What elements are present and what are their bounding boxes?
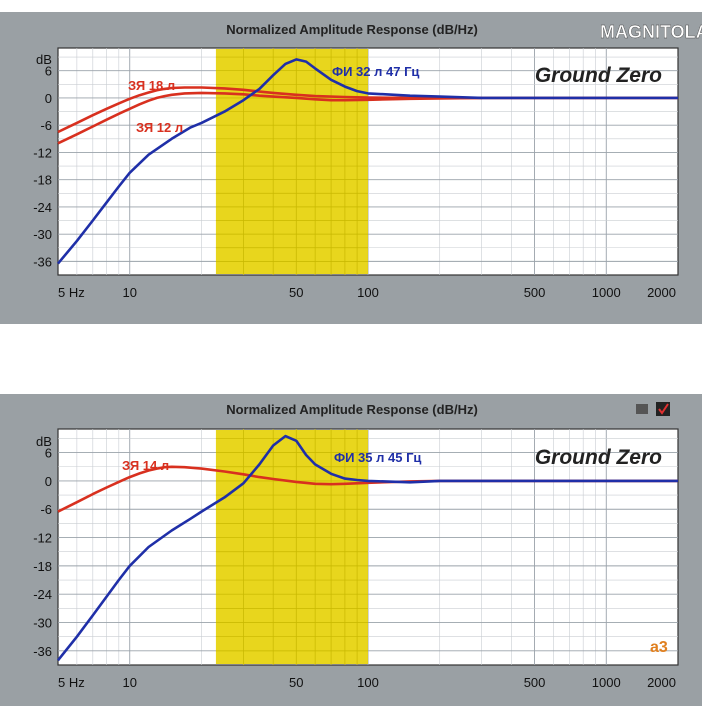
series-label-ported-35: ФИ 35 л 45 Гц (334, 450, 421, 465)
y-tick-label: -18 (33, 173, 52, 188)
series-line-2 (57, 58, 678, 265)
highlight-band (215, 48, 368, 275)
x-tick-label: 10 (122, 285, 136, 300)
x-tick-label: 100 (357, 675, 379, 690)
y-tick-label: 0 (45, 474, 52, 489)
y-unit-label: dB (36, 434, 52, 449)
y-tick-label: -36 (33, 644, 52, 659)
series-label-sealed-12: ЗЯ 12 л (136, 120, 183, 135)
y-axis: 6 0 -6 -12 -18 -24 -30 -36 (33, 446, 52, 659)
magazine-logo: MAGNITOLA (600, 22, 702, 42)
eye-icon (636, 404, 648, 414)
x-tick-label: 1000 (592, 285, 621, 300)
chart-panel-bottom: Normalized Amplitude Response (dB/Hz) 6 0… (0, 394, 702, 706)
y-tick-label: -30 (33, 616, 52, 631)
x-tick-label: 2000 (647, 675, 676, 690)
series-line-1 (56, 434, 678, 662)
y-unit-label: dB (36, 52, 52, 67)
y-tick-label: 0 (45, 91, 52, 106)
highlight-band-rect (215, 430, 368, 664)
y-tick-label: -24 (33, 200, 52, 215)
x-tick-label: 5 Hz (58, 675, 85, 690)
x-axis: 5 Hz 10 50 100 500 1000 2000 (58, 675, 676, 690)
y-tick-label: -30 (33, 227, 52, 242)
brand-label: Ground Zero (535, 446, 662, 469)
x-tick-label: 500 (524, 675, 546, 690)
y-tick-label: -18 (33, 559, 52, 574)
x-tick-label: 50 (289, 285, 303, 300)
series-group (57, 58, 678, 265)
y-tick-label: -12 (33, 145, 52, 160)
x-tick-label: 2000 (647, 285, 676, 300)
chart-title: Normalized Amplitude Response (dB/Hz) (226, 402, 478, 417)
y-axis: 6 0 -6 -12 -18 -24 -30 -36 (33, 64, 52, 270)
brand-label: Ground Zero (535, 64, 662, 87)
x-tick-label: 10 (122, 675, 136, 690)
x-tick-label: 500 (524, 285, 546, 300)
x-tick-label: 1000 (592, 675, 621, 690)
window-icons (636, 402, 670, 416)
y-tick-label: -36 (33, 254, 52, 269)
y-tick-label: 6 (45, 446, 52, 461)
a3-badge: a3 (650, 639, 668, 656)
y-tick-label: -6 (40, 502, 52, 517)
x-axis: 5 Hz 10 50 100 500 1000 2000 (58, 285, 676, 300)
x-tick-label: 50 (289, 675, 303, 690)
x-tick-label: 5 Hz (58, 285, 85, 300)
highlight-band (215, 429, 368, 665)
series-line-1 (57, 91, 482, 145)
y-tick-label: -12 (33, 531, 52, 546)
x-tick-label: 100 (357, 285, 379, 300)
series-label-sealed-18: ЗЯ 18 л (128, 78, 175, 93)
chart-title: Normalized Amplitude Response (dB/Hz) (226, 22, 478, 37)
y-tick-label: 6 (45, 64, 52, 79)
chart-panel-top: Normalized Amplitude Response (dB/Hz) MA… (0, 12, 702, 324)
y-tick-label: -24 (33, 587, 52, 602)
series-label-ported-32: ФИ 32 л 47 Гц (332, 64, 419, 79)
y-tick-label: -6 (40, 118, 52, 133)
series-label-sealed-14: ЗЯ 14 л (122, 458, 169, 473)
series-group (56, 434, 678, 662)
